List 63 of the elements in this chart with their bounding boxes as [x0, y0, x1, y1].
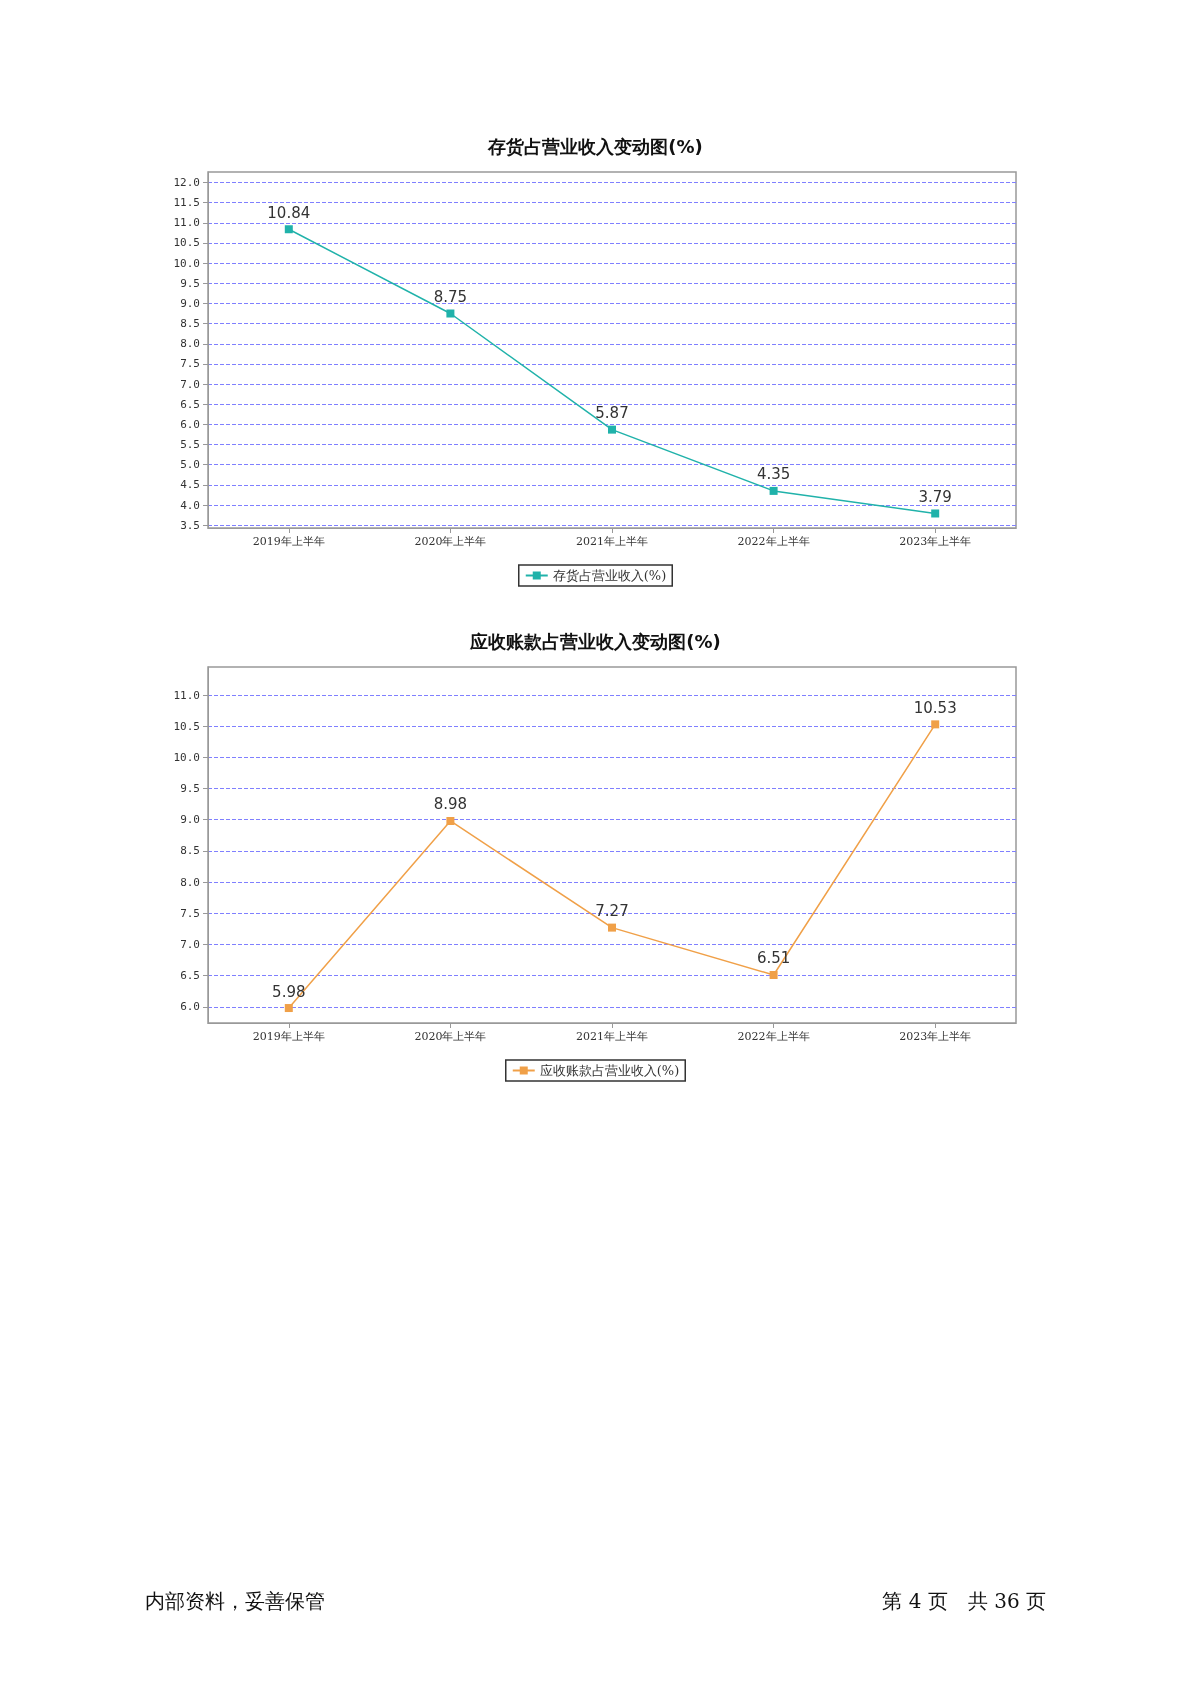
data-label: 5.98 — [272, 982, 306, 1001]
data-label: 3.79 — [918, 487, 952, 506]
point — [284, 1004, 293, 1013]
point — [608, 923, 616, 932]
y-tick-label: 8.0 — [180, 337, 200, 351]
x-tick-label: 2022年上半年 — [737, 535, 810, 548]
data-label: 10.53 — [913, 698, 957, 717]
y-tick-label: 6.0 — [180, 1000, 200, 1014]
y-tick-label: 9.0 — [180, 813, 200, 827]
y-tick-label: 7.0 — [180, 937, 200, 951]
y-tick-label: 9.5 — [180, 782, 200, 796]
y-tick-label: 11.5 — [173, 196, 200, 210]
x-tick-label: 2019年上半年 — [252, 1030, 325, 1043]
y-tick-label: 6.0 — [180, 417, 200, 431]
point — [446, 309, 455, 318]
y-tick-label: 10.0 — [173, 750, 200, 764]
x-tick-label: 2019年上半年 — [252, 535, 325, 548]
y-tick-label: 10.5 — [173, 236, 200, 250]
x-tick-label: 2022年上半年 — [737, 1030, 810, 1043]
point — [769, 970, 778, 979]
legend-label: 应收账款占营业收入(%) — [539, 1063, 680, 1078]
y-tick-label: 5.5 — [180, 438, 200, 452]
y-tick-label: 4.5 — [180, 478, 200, 492]
y-tick-label: 9.5 — [180, 276, 200, 290]
x-tick-label: 2023年上半年 — [899, 535, 972, 548]
y-tick-label: 11.0 — [173, 216, 200, 230]
y-tick-label: 10.5 — [173, 719, 200, 733]
point — [608, 425, 616, 434]
y-tick-label: 10.0 — [173, 256, 200, 270]
text: 内部资料，妥善保管 — [145, 1588, 325, 1615]
y-tick-label: 6.5 — [180, 397, 200, 411]
y-tick-label: 9.0 — [180, 296, 200, 310]
y-tick-label: 7.0 — [180, 377, 200, 391]
x-tick-label: 2023年上半年 — [899, 1030, 972, 1043]
x-tick-label: 2021年上半年 — [576, 535, 648, 548]
x-tick-label: 2021年上半年 — [576, 1030, 648, 1043]
x-tick-label: 2020年上半年 — [414, 535, 487, 548]
chart-title: 应收账款占营业收入变动图(%) — [469, 630, 721, 652]
point — [931, 720, 940, 729]
data-label: 8.98 — [433, 795, 468, 814]
point — [284, 225, 293, 234]
data-label: 10.84 — [267, 203, 311, 222]
legend-label: 存货占营业收入(%) — [552, 568, 667, 583]
y-tick-label: 7.5 — [180, 906, 200, 920]
y-tick-label: 4.0 — [180, 498, 200, 512]
y-tick-label: 8.0 — [180, 875, 200, 889]
point — [931, 509, 940, 518]
y-tick-label: 5.0 — [180, 458, 200, 472]
text: 第 4 页 共 36 页 — [882, 1588, 1046, 1615]
point — [769, 486, 778, 495]
data-label: 8.75 — [433, 288, 468, 307]
y-tick-label: 12.0 — [173, 175, 200, 189]
y-tick-label: 3.5 — [180, 518, 200, 532]
data-label: 5.87 — [595, 404, 629, 423]
x-tick-label: 2020年上半年 — [414, 1030, 487, 1043]
data-label: 4.35 — [756, 465, 791, 484]
y-tick-label: 8.5 — [180, 317, 200, 331]
y-tick-label: 7.5 — [180, 357, 200, 371]
chart-title: 存货占营业收入变动图(%) — [487, 135, 703, 157]
y-tick-label: 6.5 — [180, 969, 200, 983]
point — [446, 817, 455, 825]
y-tick-label: 8.5 — [180, 844, 200, 858]
y-tick-label: 11.0 — [173, 688, 200, 702]
